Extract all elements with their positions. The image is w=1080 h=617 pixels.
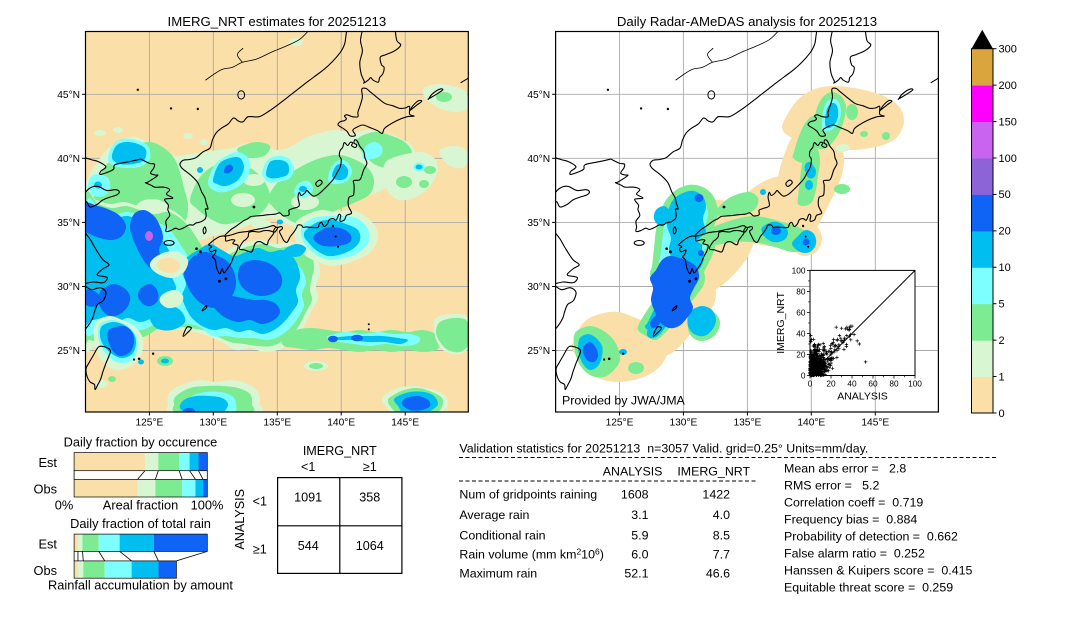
svg-text:1608: 1608 xyxy=(621,488,649,502)
svg-text:80: 80 xyxy=(796,286,806,296)
svg-text:7.7: 7.7 xyxy=(713,548,730,562)
svg-text:100: 100 xyxy=(999,153,1017,165)
svg-text:100: 100 xyxy=(792,265,806,275)
svg-text:ANALYSIS: ANALYSIS xyxy=(837,391,888,403)
svg-text:Obs: Obs xyxy=(34,482,57,497)
svg-text:135°E: 135°E xyxy=(733,418,761,429)
svg-text:358: 358 xyxy=(359,491,380,505)
svg-text:40°N: 40°N xyxy=(57,154,80,165)
svg-text:8.5: 8.5 xyxy=(713,529,730,543)
svg-text:0: 0 xyxy=(999,408,1005,420)
svg-text:2: 2 xyxy=(999,335,1005,347)
svg-text:Areal fraction: Areal fraction xyxy=(103,498,178,513)
svg-text:Validation statistics for 2025: Validation statistics for 20251213 n=305… xyxy=(459,442,868,456)
svg-text:IMERG_NRT estimates for 202512: IMERG_NRT estimates for 20251213 xyxy=(168,14,387,29)
svg-text:45°N: 45°N xyxy=(57,90,80,101)
svg-text:60: 60 xyxy=(868,379,878,389)
svg-text:140°E: 140°E xyxy=(797,418,825,429)
svg-text:ANALYSIS: ANALYSIS xyxy=(603,465,663,479)
svg-text:45°N: 45°N xyxy=(527,90,550,101)
svg-text:20: 20 xyxy=(796,349,806,359)
svg-text:Est: Est xyxy=(39,455,58,470)
svg-text:130°E: 130°E xyxy=(669,418,697,429)
svg-text:Num of gridpoints raining: Num of gridpoints raining xyxy=(459,488,597,502)
svg-text:50: 50 xyxy=(999,189,1011,201)
svg-text:125°E: 125°E xyxy=(135,418,163,429)
svg-text:150: 150 xyxy=(999,116,1017,128)
svg-text:25°N: 25°N xyxy=(57,346,80,357)
svg-text:544: 544 xyxy=(298,539,319,553)
svg-text:IMERG_NRT: IMERG_NRT xyxy=(775,292,787,354)
svg-text:Frequency bias = 0.884: Frequency bias = 0.884 xyxy=(784,513,917,527)
svg-text:40: 40 xyxy=(847,379,857,389)
svg-text:Daily Radar-AMeDAS analysis fo: Daily Radar-AMeDAS analysis for 20251213 xyxy=(617,14,877,29)
svg-text:100%: 100% xyxy=(191,498,224,513)
svg-text:Conditional rain: Conditional rain xyxy=(459,529,545,543)
svg-text:Rainfall accumulation by amoun: Rainfall accumulation by amount xyxy=(48,578,233,593)
svg-text:1091: 1091 xyxy=(294,491,322,505)
svg-text:20: 20 xyxy=(999,226,1011,238)
svg-text:300: 300 xyxy=(999,44,1017,56)
svg-text:130°E: 130°E xyxy=(199,418,227,429)
svg-text:25°N: 25°N xyxy=(527,346,550,357)
svg-text:IMERG_NRT: IMERG_NRT xyxy=(303,444,377,458)
svg-text:145°E: 145°E xyxy=(861,418,889,429)
svg-text:Provided by JWA/JMA: Provided by JWA/JMA xyxy=(562,394,686,408)
svg-text:135°E: 135°E xyxy=(263,418,291,429)
svg-text:False alarm ratio = 0.252: False alarm ratio = 0.252 xyxy=(784,547,925,561)
svg-text:10: 10 xyxy=(999,262,1011,274)
svg-text:Correlation coeff = 0.719: Correlation coeff = 0.719 xyxy=(784,496,923,510)
svg-text:30°N: 30°N xyxy=(527,282,550,293)
svg-text:20: 20 xyxy=(826,379,836,389)
svg-text:0%: 0% xyxy=(55,498,74,513)
svg-text:≥1: ≥1 xyxy=(363,460,377,474)
svg-text:Est: Est xyxy=(39,536,58,551)
svg-text:40: 40 xyxy=(796,328,806,338)
svg-text:125°E: 125°E xyxy=(606,418,634,429)
svg-text:6.0: 6.0 xyxy=(631,548,648,562)
svg-text:46.6: 46.6 xyxy=(706,567,730,581)
svg-text:5: 5 xyxy=(999,299,1005,311)
svg-text:52.1: 52.1 xyxy=(624,567,648,581)
svg-text:30°N: 30°N xyxy=(57,282,80,293)
svg-text:<1: <1 xyxy=(301,460,315,474)
svg-text:≥1: ≥1 xyxy=(253,543,267,557)
svg-text:Hanssen & Kuipers score = 0.4: Hanssen & Kuipers score = 0.415 xyxy=(784,564,972,578)
svg-text:0: 0 xyxy=(801,371,806,381)
svg-text:Probability of detection = 0.: Probability of detection = 0.662 xyxy=(784,530,958,544)
svg-text:Obs: Obs xyxy=(34,563,57,578)
svg-text:35°N: 35°N xyxy=(57,218,80,229)
svg-text:1422: 1422 xyxy=(702,488,730,502)
svg-text:Daily fraction of total rain: Daily fraction of total rain xyxy=(70,516,211,531)
svg-text:Daily fraction by occurence: Daily fraction by occurence xyxy=(64,435,218,450)
svg-text:3.1: 3.1 xyxy=(631,508,648,522)
svg-text:<1: <1 xyxy=(253,495,267,509)
svg-text:IMERG_NRT: IMERG_NRT xyxy=(677,465,750,479)
svg-text:5.9: 5.9 xyxy=(631,529,648,543)
svg-text:ANALYSIS: ANALYSIS xyxy=(233,489,247,550)
svg-text:Maximum rain: Maximum rain xyxy=(459,567,537,581)
svg-text:Average rain: Average rain xyxy=(459,508,529,522)
svg-text:Mean abs error = 2.8: Mean abs error = 2.8 xyxy=(784,462,906,476)
svg-text:200: 200 xyxy=(999,80,1017,92)
svg-text:100: 100 xyxy=(908,379,922,389)
svg-text:0: 0 xyxy=(808,379,813,389)
svg-text:60: 60 xyxy=(796,307,806,317)
svg-text:35°N: 35°N xyxy=(527,218,550,229)
svg-text:40°N: 40°N xyxy=(527,154,550,165)
svg-text:80: 80 xyxy=(889,379,899,389)
svg-text:140°E: 140°E xyxy=(327,418,355,429)
svg-text:Rain volume (mm km2106): Rain volume (mm km2106) xyxy=(459,547,603,562)
svg-text:RMS error = 5.2: RMS error = 5.2 xyxy=(784,479,879,493)
svg-text:1064: 1064 xyxy=(356,539,384,553)
svg-text:145°E: 145°E xyxy=(391,418,419,429)
svg-text:4.0: 4.0 xyxy=(713,508,730,522)
svg-text:1: 1 xyxy=(999,371,1005,383)
svg-text:Equitable threat score = 0.25: Equitable threat score = 0.259 xyxy=(784,581,953,595)
